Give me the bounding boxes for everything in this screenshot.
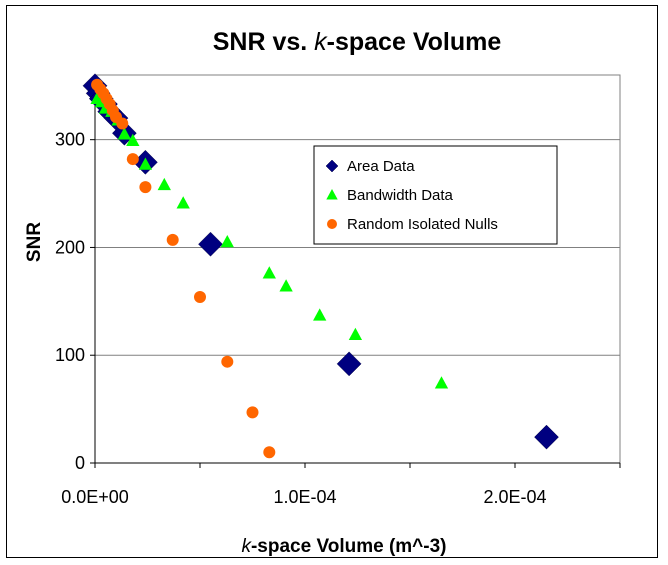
series-2-point-11	[194, 291, 206, 304]
plot-area	[94, 74, 621, 464]
x-axis-title: k-space Volume (m^-3)	[241, 536, 446, 557]
series-1-point-8	[157, 177, 171, 191]
series-2-point-8	[126, 153, 139, 166]
legend: Area Data Bandwidth Data Random Isolated N…	[313, 145, 558, 245]
y-axis-title: SNR	[24, 222, 45, 262]
series-1-point-5	[117, 127, 132, 140]
series-1-point-9	[176, 196, 190, 209]
series-1-point-10	[220, 235, 234, 248]
series-2-point-7	[116, 117, 129, 130]
y-axis-ticks: 0 100 200 300	[55, 130, 95, 473]
series-1-point-11	[262, 266, 276, 279]
series-1-point-7	[138, 157, 153, 170]
chart-title-prefix: SNR vs.	[213, 28, 314, 56]
series-1-point-14	[348, 327, 363, 340]
legend-box	[313, 145, 558, 245]
data-points	[82, 73, 559, 459]
series-1-point-6	[126, 133, 140, 146]
x-axis-ticks: 0.0E+00 1.0E-04 2.0E-04	[61, 463, 621, 507]
chart-title: SNR vs. k-space Volume	[213, 28, 502, 56]
chart-title-italic: k	[314, 28, 328, 56]
x-tick-label-2: 2.0E-04	[483, 487, 546, 507]
x-tick-label-0: 0.0E+00	[61, 487, 129, 507]
y-tick-label-0: 0	[75, 453, 85, 473]
y-tick-label-1: 100	[55, 345, 85, 365]
series-1-point-12	[279, 279, 293, 292]
legend-marker-1	[326, 189, 338, 200]
series-2-point-10	[166, 233, 179, 246]
legend-marker-2	[327, 219, 337, 229]
gridlines	[95, 139, 620, 356]
x-tick-label-1: 1.0E-04	[273, 487, 336, 507]
legend-marker-0	[325, 159, 339, 173]
series-0-point-8	[198, 231, 223, 257]
series-0-point-10	[534, 424, 559, 450]
series-1-point-13	[313, 308, 327, 321]
legend-label-2: Random Isolated Nulls	[347, 216, 498, 233]
legend-label-1: Bandwidth Data	[347, 187, 454, 204]
series-1-point-15	[434, 376, 449, 389]
series-2-point-12	[221, 355, 234, 368]
series-0-point-9	[336, 351, 362, 377]
chart-title-suffix: -space Volume	[327, 28, 502, 56]
y-tick-label-3: 300	[55, 130, 85, 150]
series-2	[91, 78, 276, 459]
y-tick-label-2: 200	[55, 237, 85, 257]
series-2-point-13	[246, 406, 259, 419]
x-axis-title-suffix: -space Volume (m^-3)	[251, 536, 447, 557]
x-axis-title-italic: k	[241, 536, 252, 557]
legend-label-0: Area Data	[347, 158, 415, 175]
series-2-point-14	[263, 446, 276, 459]
series-2-point-9	[139, 181, 152, 194]
